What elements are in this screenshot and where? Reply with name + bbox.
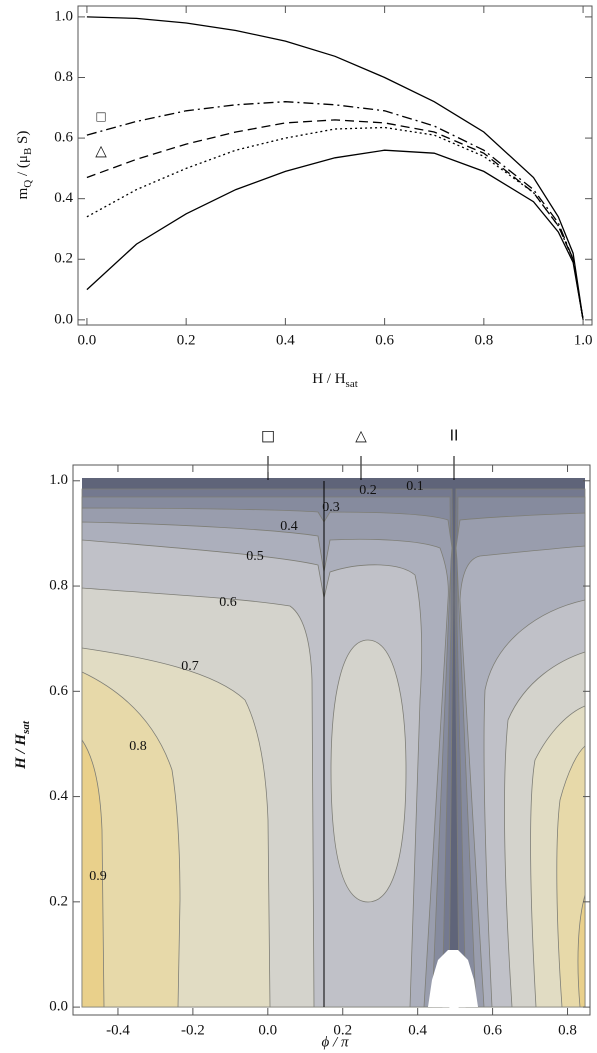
x-tick-label: 0.6	[375, 332, 394, 348]
line-series	[86, 16, 584, 320]
x-axis-label-sub: sat	[346, 378, 358, 390]
x-tick-label: 0.0	[78, 332, 97, 348]
x-axis-label: H / Hsat	[312, 371, 358, 389]
marker-label: △	[355, 427, 367, 445]
x-tick-label: -0.4	[106, 1022, 130, 1038]
line-series	[86, 126, 584, 320]
contour-label: 0.5	[246, 549, 264, 564]
y-label-sub: Q	[22, 180, 34, 188]
y-tick-label: 0.8	[49, 577, 68, 593]
y-tick-label: 0.0	[54, 311, 73, 327]
marker-ticks	[267, 456, 455, 480]
y-tick-label: 0.2	[54, 251, 73, 267]
x-tick-label: 0.4	[276, 332, 295, 348]
y-label-part: S)	[15, 131, 31, 148]
line-series	[86, 101, 584, 320]
contour-label: 0.8	[129, 739, 147, 754]
x-tick-label: 0.8	[474, 332, 493, 348]
y-tick-label: 0.4	[49, 788, 68, 804]
x-tick-label: 0.0	[258, 1022, 277, 1038]
contour-region	[81, 738, 586, 1008]
x-axis-label-main: H / H	[312, 371, 346, 387]
x-tick-label: 0.2	[177, 332, 196, 348]
x-axis-label: ϕ / π	[322, 1034, 349, 1050]
contour-label: 0.2	[359, 483, 377, 498]
y-label-main: H / H	[13, 733, 29, 770]
x-tick-label: -0.2	[181, 1022, 205, 1038]
y-label-part: / (μ	[15, 155, 31, 180]
contour-label: 0.9	[89, 869, 107, 884]
y-tick-label: 0.2	[49, 893, 68, 909]
line-series	[86, 119, 584, 320]
y-tick-label: 0.8	[54, 69, 73, 85]
contour-label: 0.6	[219, 595, 237, 610]
y-label-sub: sat	[20, 720, 32, 735]
marker-label: □	[261, 427, 275, 445]
marker-label: II	[450, 427, 459, 445]
contour-label: 0.7	[181, 659, 199, 674]
x-tick-label: 0.4	[408, 1022, 427, 1038]
y-axis-label: H / Hsat	[13, 720, 31, 770]
y-tick-label: 0.4	[54, 190, 73, 206]
contour-region	[81, 671, 586, 1008]
y-label-sub: B	[22, 148, 34, 155]
annotation: □	[96, 109, 105, 125]
contour-label: 0.3	[322, 500, 340, 515]
x-tick-label: 1.0	[574, 332, 593, 348]
y-tick-label: 1.0	[54, 8, 73, 24]
contour-region	[81, 647, 586, 1008]
y-tick-label: 0.6	[54, 130, 73, 146]
contour-label: 0.1	[406, 479, 424, 494]
x-tick-label: 0.2	[333, 1022, 352, 1038]
plot-frame	[72, 464, 591, 1016]
y-tick-label: 0.6	[49, 683, 68, 699]
y-axis-label: mQ / (μB S)	[15, 131, 33, 200]
annotation: △	[95, 143, 107, 159]
y-tick-label: 0.0	[49, 999, 68, 1015]
contour-label: 0.4	[280, 519, 298, 534]
x-tick-label: 0.8	[558, 1022, 577, 1038]
line-series	[86, 149, 584, 320]
x-tick-label: 0.6	[483, 1022, 502, 1038]
contour-plot	[81, 478, 586, 1008]
y-label-part: m	[15, 187, 31, 199]
y-tick-label: 1.0	[49, 472, 68, 488]
undefined-region	[428, 950, 478, 1007]
plot-frame	[77, 5, 593, 326]
